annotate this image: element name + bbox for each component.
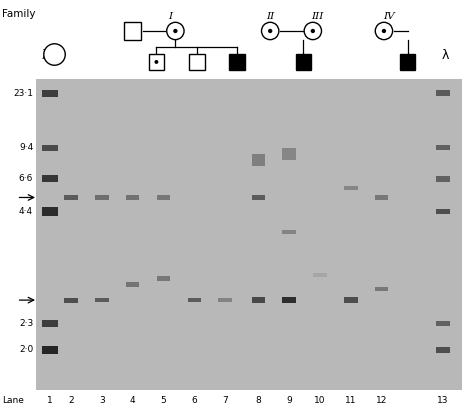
Bar bbox=[124, 22, 141, 40]
Text: 12: 12 bbox=[376, 396, 387, 405]
Bar bbox=[42, 346, 58, 354]
Text: 23·1: 23·1 bbox=[13, 89, 33, 98]
Bar bbox=[219, 298, 232, 302]
Text: 6·6: 6·6 bbox=[19, 174, 33, 183]
Text: λ: λ bbox=[442, 49, 449, 62]
Bar bbox=[400, 54, 416, 70]
Bar bbox=[42, 90, 58, 97]
Bar bbox=[36, 79, 462, 390]
Bar bbox=[436, 209, 450, 214]
Ellipse shape bbox=[304, 22, 321, 40]
Bar bbox=[126, 282, 139, 287]
Text: 2·0: 2·0 bbox=[19, 345, 33, 354]
Bar bbox=[436, 90, 450, 96]
Text: 8: 8 bbox=[255, 396, 261, 405]
Bar bbox=[283, 297, 296, 303]
Bar bbox=[188, 298, 201, 302]
Bar bbox=[436, 321, 450, 326]
Text: λ: λ bbox=[41, 49, 49, 62]
Bar bbox=[126, 195, 139, 200]
Ellipse shape bbox=[155, 60, 158, 64]
Text: IV: IV bbox=[383, 12, 394, 21]
Bar bbox=[252, 297, 265, 303]
Bar bbox=[95, 298, 109, 302]
Text: I: I bbox=[169, 12, 173, 21]
Bar bbox=[252, 195, 265, 200]
Bar bbox=[42, 207, 58, 216]
Text: Lane: Lane bbox=[2, 396, 24, 405]
Bar bbox=[283, 148, 296, 160]
Bar bbox=[436, 176, 450, 182]
Ellipse shape bbox=[310, 29, 315, 33]
Bar bbox=[189, 54, 205, 70]
Bar bbox=[148, 54, 164, 70]
Bar bbox=[42, 320, 58, 327]
Text: 7: 7 bbox=[222, 396, 228, 405]
Text: 4·4: 4·4 bbox=[19, 207, 33, 216]
Text: Family: Family bbox=[2, 9, 36, 19]
Text: 4: 4 bbox=[130, 396, 136, 405]
Ellipse shape bbox=[268, 29, 273, 33]
Text: 6: 6 bbox=[191, 396, 197, 405]
Bar bbox=[252, 154, 265, 166]
Ellipse shape bbox=[173, 29, 178, 33]
Bar bbox=[64, 298, 78, 303]
Bar bbox=[157, 195, 170, 200]
Text: 13: 13 bbox=[438, 396, 449, 405]
Ellipse shape bbox=[262, 22, 279, 40]
Text: 5: 5 bbox=[161, 396, 166, 405]
Ellipse shape bbox=[44, 44, 65, 65]
Text: 9: 9 bbox=[286, 396, 292, 405]
Bar bbox=[295, 54, 311, 70]
Text: 10: 10 bbox=[314, 396, 326, 405]
Bar bbox=[436, 145, 450, 150]
Bar bbox=[313, 273, 327, 277]
Bar bbox=[42, 176, 58, 182]
Ellipse shape bbox=[375, 22, 392, 40]
Text: 11: 11 bbox=[345, 396, 356, 405]
Text: 1: 1 bbox=[47, 396, 53, 405]
Text: 2·3: 2·3 bbox=[19, 319, 33, 328]
Bar bbox=[283, 230, 296, 234]
Bar bbox=[436, 347, 450, 353]
Bar bbox=[375, 195, 388, 199]
Bar bbox=[375, 287, 388, 292]
Bar bbox=[344, 186, 357, 190]
Bar bbox=[64, 195, 78, 200]
Bar bbox=[344, 297, 357, 303]
Text: 3: 3 bbox=[99, 396, 105, 405]
Bar bbox=[42, 145, 58, 150]
Ellipse shape bbox=[167, 22, 184, 40]
Text: II: II bbox=[266, 12, 274, 21]
Text: 2: 2 bbox=[68, 396, 74, 405]
Text: 9·4: 9·4 bbox=[19, 143, 33, 152]
Bar bbox=[95, 195, 109, 200]
Ellipse shape bbox=[382, 29, 386, 33]
Text: III: III bbox=[311, 12, 324, 21]
Bar bbox=[157, 276, 170, 281]
Bar bbox=[229, 54, 245, 70]
